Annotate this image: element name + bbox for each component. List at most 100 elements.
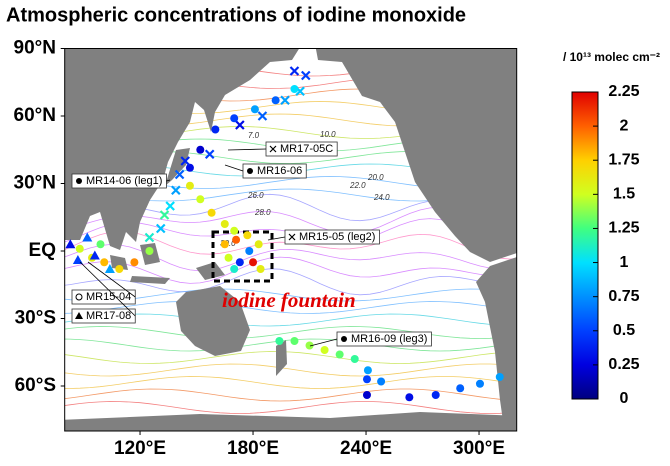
cruise-name: MR17-05C [280, 143, 333, 155]
label-symbol [341, 336, 347, 342]
label-symbol [75, 312, 83, 319]
observation-point [115, 265, 124, 273]
cruise-name: MR15-04 [86, 291, 131, 303]
observation-point [257, 111, 268, 121]
observation-point [245, 247, 254, 255]
label-symbol [76, 178, 82, 184]
marker-x [235, 120, 245, 130]
marker-x [180, 156, 191, 166]
marker-x [174, 169, 185, 180]
marker-x [171, 185, 181, 196]
cruise-label: MR15-05 (leg2) [284, 229, 380, 245]
fountain-box [211, 230, 274, 283]
observation-point [155, 223, 166, 234]
contour-line [64, 244, 517, 272]
observation-point [256, 265, 265, 273]
observation-point [230, 265, 239, 273]
marker-x [155, 223, 166, 234]
observation-point [363, 366, 372, 375]
contour-line [64, 313, 517, 327]
contour-label: 24.0 [373, 193, 390, 202]
cruise-label: MR16-06 [242, 163, 307, 179]
cruise-name: MR15-05 (leg2) [299, 231, 375, 243]
contour-line [64, 268, 517, 296]
contour-label: 7.0 [248, 131, 260, 140]
observation-point [100, 258, 109, 267]
cruise-name: MR16-06 [257, 165, 302, 177]
observation-point [350, 355, 359, 363]
marker-x [144, 232, 155, 243]
colorbar-tick-label: 0.5 [613, 322, 635, 339]
observation-point [235, 120, 245, 130]
observation-point [174, 169, 185, 180]
label-symbol [288, 233, 296, 241]
observation-point [180, 156, 191, 166]
contour-label: 28.0 [254, 208, 271, 217]
observation-point [145, 247, 154, 255]
observation-point [431, 391, 440, 399]
observation-point [185, 163, 194, 172]
observation-point [211, 125, 220, 134]
y-tick-label: 60°N [14, 105, 56, 126]
observation-point [377, 377, 386, 386]
observation-point [185, 181, 194, 190]
observation-point [159, 210, 170, 220]
observation-point [196, 195, 205, 204]
observation-point [305, 341, 314, 350]
observation-point [243, 231, 252, 240]
colorbar-units: / 10¹³ molec cm⁻² [563, 50, 660, 64]
leader-line [79, 261, 136, 317]
contour-label: 10.0 [320, 130, 336, 139]
y-tick-label: 60°S [15, 375, 56, 396]
observation-point [271, 96, 280, 105]
contour-line [64, 388, 517, 402]
colorbar-tick-label: 0 [620, 390, 629, 407]
colorbar-tick-label: 1.75 [608, 151, 639, 168]
colorbar-tick-label: 2 [620, 117, 629, 134]
colorbar-tick-label: 0.25 [608, 356, 639, 373]
observation-point [275, 337, 284, 345]
colorbar-tick-label: 1 [620, 254, 629, 271]
observation-point [335, 350, 344, 359]
observation-point [220, 220, 229, 228]
label-symbol [269, 145, 277, 153]
colorbar-tick-label: 1.25 [608, 220, 639, 237]
contour-line [64, 351, 517, 364]
observation-point [220, 240, 229, 249]
colorbar [571, 91, 599, 400]
observation-point [65, 239, 76, 249]
contour-label: 22.0 [349, 181, 366, 190]
marker-x [159, 210, 170, 220]
observation-point [289, 66, 300, 76]
observation-point [89, 250, 100, 260]
leader-line [87, 261, 136, 298]
marker-x [280, 95, 290, 106]
land [64, 48, 517, 431]
cruise-label: MR16-09 (leg3) [336, 331, 432, 347]
contour-label: 20.0 [367, 173, 384, 182]
marker-x [257, 111, 268, 121]
observation-point [82, 232, 93, 242]
observation-point [204, 149, 215, 160]
contour-line [64, 376, 517, 389]
observation-point [72, 255, 83, 264]
contour-line [64, 288, 517, 302]
label-symbol [75, 293, 83, 301]
observation-point [230, 114, 239, 123]
observation-point [96, 240, 105, 249]
colorbar-tick-label: 2.25 [608, 83, 639, 100]
observation-point [300, 70, 311, 81]
x-tick-label: 300°E [453, 438, 505, 459]
cruise-label: MR14-06 (leg1) [71, 173, 167, 189]
leader-line [224, 164, 244, 172]
marker-x [300, 70, 311, 81]
title: Atmospheric concentrations of iodine mon… [6, 4, 466, 26]
cruise-name: MR16-09 (leg3) [351, 333, 427, 345]
observation-point [405, 393, 414, 402]
leader-line [309, 338, 338, 347]
observation-point [104, 264, 115, 273]
x-tick-label: 240°E [340, 438, 392, 459]
observation-point [196, 145, 205, 154]
annotation: iodine fountain [222, 288, 356, 312]
observation-point [362, 375, 371, 384]
